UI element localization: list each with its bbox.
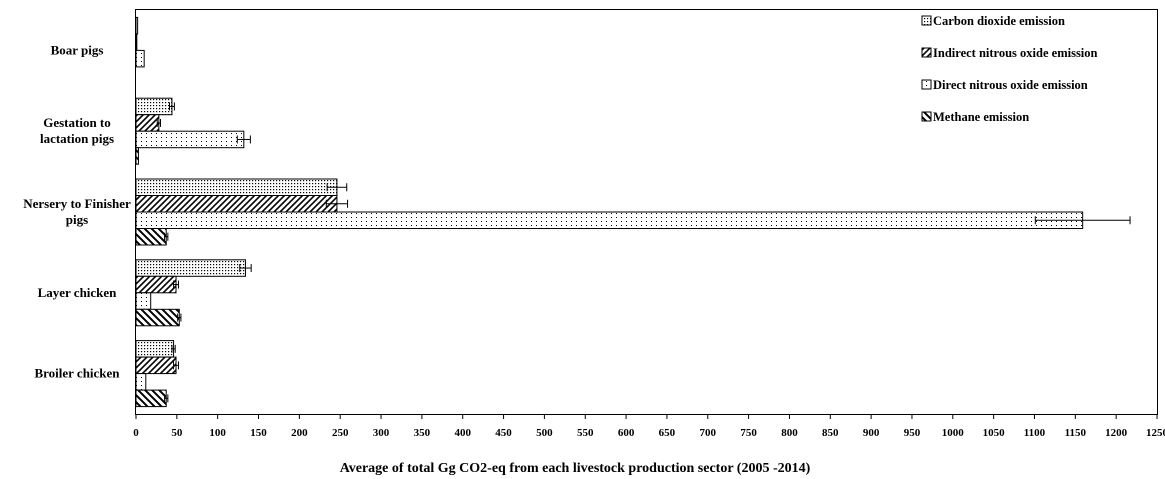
legend-swatch xyxy=(921,47,932,58)
x-tick-label: 850 xyxy=(822,427,839,439)
legend-swatch xyxy=(921,15,932,26)
x-axis-title: Average of total Gg CO2-eq from each liv… xyxy=(340,461,811,476)
bar xyxy=(135,292,152,310)
x-tick-label: 100 xyxy=(209,427,226,439)
x-tick-label: 600 xyxy=(618,427,635,439)
x-tick-label: 950 xyxy=(904,427,921,439)
x-tick-label: 300 xyxy=(373,427,390,439)
bar xyxy=(135,147,139,165)
category-label: Nersery to Finisher xyxy=(23,196,131,211)
category-label: lactation pigs xyxy=(40,131,114,146)
bar xyxy=(135,259,246,277)
legend-label: Methane emission xyxy=(933,110,1029,124)
bar xyxy=(135,211,1084,229)
legend: Carbon dioxide emission Indirect nitrous … xyxy=(921,14,1098,124)
x-tick-label: 550 xyxy=(577,427,594,439)
bar xyxy=(135,178,338,196)
x-tick-label: 1100 xyxy=(1024,427,1046,439)
category-label: Broiler chicken xyxy=(34,366,120,381)
bar xyxy=(135,49,145,68)
legend-swatch xyxy=(921,79,932,90)
legend-label: Indirect nitrous oxide emission xyxy=(933,46,1098,60)
x-tick-label: 500 xyxy=(536,427,553,439)
x-tick-label: 1050 xyxy=(983,427,1006,439)
bar xyxy=(135,114,160,132)
bar xyxy=(135,308,180,327)
bar xyxy=(135,130,245,149)
legend-swatch xyxy=(921,111,932,122)
x-tick-label: 450 xyxy=(495,427,512,439)
bar xyxy=(135,356,177,375)
bar xyxy=(135,275,177,294)
x-tick-label: 700 xyxy=(700,427,717,439)
x-tick-label: 1150 xyxy=(1065,427,1087,439)
bar xyxy=(135,340,175,358)
x-tick-label: 650 xyxy=(659,427,676,439)
x-tick-label: 400 xyxy=(454,427,471,439)
legend-label: Carbon dioxide emission xyxy=(933,14,1065,28)
legend-label: Direct nitrous oxide emission xyxy=(933,78,1088,92)
category-label: Layer chicken xyxy=(38,285,118,300)
bar xyxy=(135,228,167,246)
x-tick-label: 1200 xyxy=(1105,427,1128,439)
category-label: Gestation to xyxy=(43,115,111,130)
x-tick-label: 50 xyxy=(171,427,183,439)
x-tick-label: 750 xyxy=(740,427,757,439)
x-axis: 0 50 100 150 200 250 300 350 400 450 500 550 600 650 7… xyxy=(133,414,1165,439)
category-label: Boar pigs xyxy=(51,42,104,57)
x-tick-label: 900 xyxy=(863,427,880,439)
x-tick-label: 150 xyxy=(250,427,267,439)
x-tick-label: 1000 xyxy=(942,427,965,439)
x-tick-label: 800 xyxy=(781,427,798,439)
x-tick-label: 350 xyxy=(414,427,431,439)
x-tick-label: 1250 xyxy=(1146,427,1165,439)
bar xyxy=(135,33,138,51)
bar xyxy=(135,373,147,391)
bars xyxy=(135,16,1131,408)
x-tick-label: 0 xyxy=(133,427,139,439)
bar xyxy=(135,97,173,116)
bar xyxy=(135,195,338,213)
bar xyxy=(135,389,167,408)
category-label: pigs xyxy=(66,212,88,227)
bar xyxy=(135,16,139,35)
x-tick-label: 250 xyxy=(332,427,349,439)
x-tick-label: 200 xyxy=(291,427,308,439)
